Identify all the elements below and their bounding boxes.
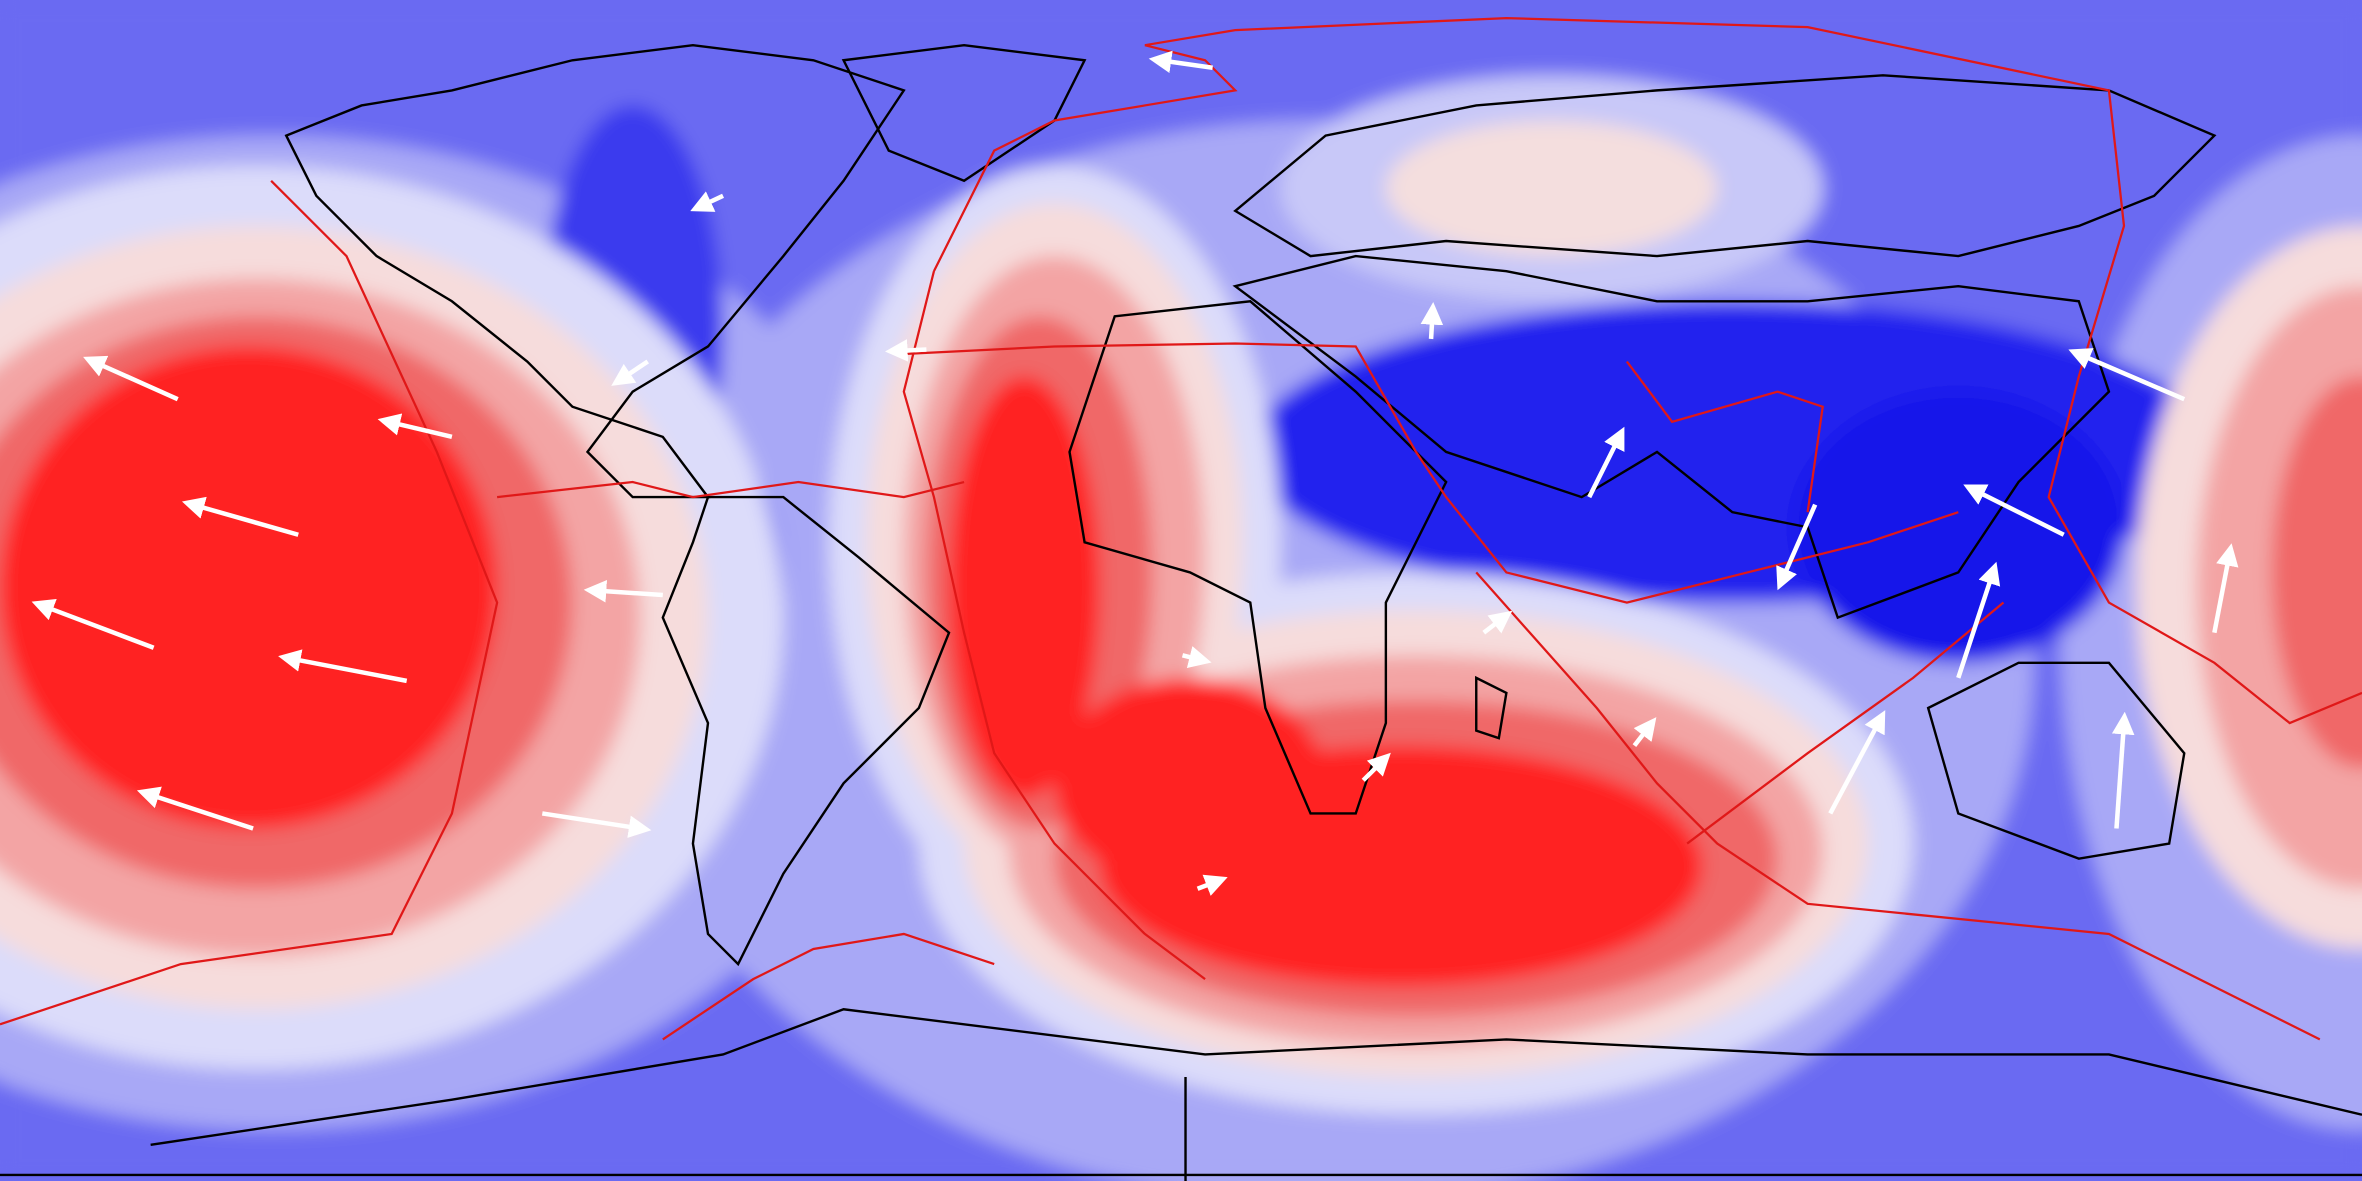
velocity-arrows bbox=[31, 50, 2239, 896]
plate-boundaries bbox=[0, 16, 2362, 1041]
coastlines bbox=[0, 43, 2362, 1181]
